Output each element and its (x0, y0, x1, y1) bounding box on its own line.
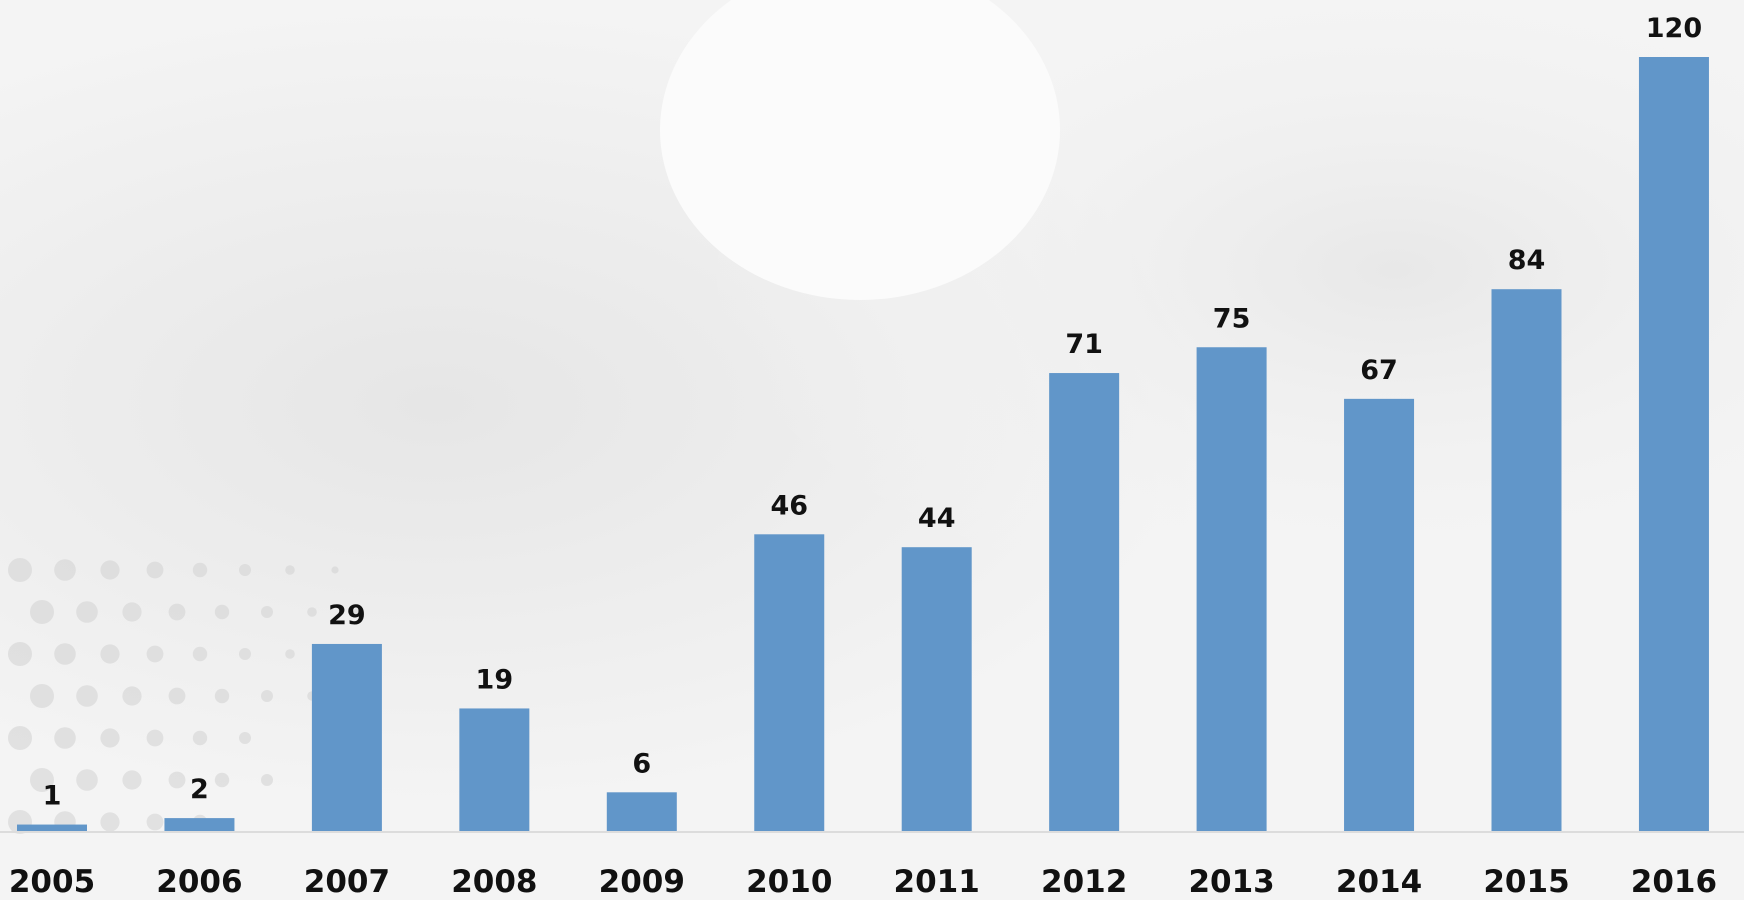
x-tick-label: 2010 (746, 864, 832, 900)
bar (312, 644, 382, 831)
dot (76, 685, 98, 707)
x-tick-label: 2005 (9, 864, 95, 900)
x-tick-label: 2013 (1188, 864, 1274, 900)
value-label: 6 (632, 748, 651, 779)
bar (1492, 289, 1562, 831)
dot (215, 689, 229, 703)
page: {"chart_data": {"type": "bar", "categori… (0, 0, 1744, 900)
value-label: 29 (328, 600, 366, 631)
value-label: 46 (770, 490, 808, 521)
x-tick-label: 2015 (1483, 864, 1569, 900)
dot (169, 772, 186, 789)
dot (147, 814, 164, 831)
dot (30, 600, 54, 624)
dot (261, 606, 273, 618)
dot (147, 562, 164, 579)
value-label: 2 (190, 774, 209, 805)
x-tick-label: 2006 (156, 864, 242, 900)
bar (17, 825, 87, 831)
dot (307, 607, 317, 617)
dot (100, 644, 119, 663)
dot (100, 560, 119, 579)
x-tick-label: 2008 (451, 864, 537, 900)
dot (215, 605, 229, 619)
bar (902, 547, 972, 831)
value-label: 19 (476, 664, 514, 695)
dot (193, 647, 207, 661)
dot (147, 646, 164, 663)
dot (261, 774, 273, 786)
x-tick-label: 2011 (894, 864, 980, 900)
dot (122, 686, 141, 705)
bar (164, 818, 234, 831)
dot (239, 564, 251, 576)
x-tick-label: 2014 (1336, 864, 1422, 900)
dot (100, 728, 119, 747)
bar (1639, 57, 1709, 831)
value-label: 84 (1508, 245, 1546, 276)
dot (100, 812, 119, 831)
dot (285, 649, 295, 659)
x-tick-label: 2016 (1631, 864, 1717, 900)
chart: 1 2005 2 2006 29 2007 19 2008 6 2009 46 2010 44 2011 7… (0, 0, 1744, 900)
bar (1197, 347, 1267, 831)
value-label: 44 (918, 503, 956, 534)
value-label: 120 (1646, 13, 1702, 44)
dot (331, 566, 338, 573)
value-label: 71 (1065, 329, 1103, 360)
dot (169, 688, 186, 705)
dot (76, 769, 98, 791)
dot (54, 643, 76, 665)
value-label: 75 (1213, 303, 1251, 334)
dot (239, 732, 251, 744)
dot (8, 558, 32, 582)
bar (754, 534, 824, 831)
dot (215, 773, 229, 787)
value-label: 67 (1360, 355, 1398, 386)
x-tick-label: 2007 (304, 864, 390, 900)
dot (193, 563, 207, 577)
dot (285, 565, 295, 575)
dot (30, 684, 54, 708)
value-label: 1 (43, 781, 62, 812)
dot (193, 731, 207, 745)
dot (54, 559, 76, 581)
bar (459, 708, 529, 831)
dot (122, 770, 141, 789)
dot (8, 726, 32, 750)
x-tick-label: 2009 (599, 864, 685, 900)
dot (239, 648, 251, 660)
bar (607, 792, 677, 831)
bar (1049, 373, 1119, 831)
dot (76, 601, 98, 623)
dot (54, 727, 76, 749)
x-tick-label: 2012 (1041, 864, 1127, 900)
dot (8, 642, 32, 666)
dot (147, 730, 164, 747)
dot (169, 604, 186, 621)
bar (1344, 399, 1414, 831)
dot (261, 690, 273, 702)
dot (122, 602, 141, 621)
